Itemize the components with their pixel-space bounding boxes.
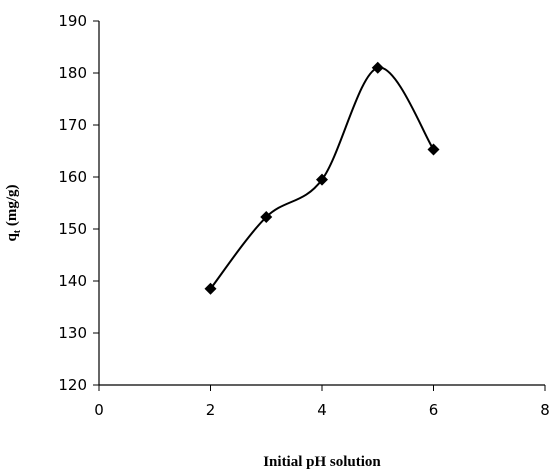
y-tick-label: 170 [58,116,87,134]
data-point-marker [260,211,273,224]
x-axis-ticks: 0 2 4 6 8 [94,385,550,419]
y-tick-label: 150 [58,220,87,238]
x-tick-label: 6 [429,401,439,419]
x-tick-label: 2 [206,401,216,419]
y-axis-title-main: q [4,233,20,242]
axes [98,21,545,386]
data-point-marker [316,173,328,186]
y-tick-label: 190 [58,12,87,30]
series-line [209,66,435,290]
y-tick-label: 120 [58,376,87,394]
y-axis-ticks: 120 130 140 150 160 170 180 190 [58,12,99,394]
x-tick-label: 0 [94,401,104,419]
y-tick-label: 180 [58,64,87,82]
y-tick-label: 130 [58,324,87,342]
x-tick-label: 8 [540,401,550,419]
data-point-marker [204,282,217,295]
y-tick-label: 140 [58,272,87,290]
x-tick-label: 4 [317,401,327,419]
y-axis-title-subscript: t [12,229,23,233]
data-markers [204,61,440,295]
y-axis-title-unit: (mg/g) [4,184,20,229]
data-point-marker [427,143,440,156]
x-axis-title: Initial pH solution [263,454,381,470]
data-point-marker [371,61,384,74]
y-tick-label: 160 [58,168,87,186]
data-series [209,66,435,290]
y-axis-title: qt (mg/g) [4,184,23,241]
